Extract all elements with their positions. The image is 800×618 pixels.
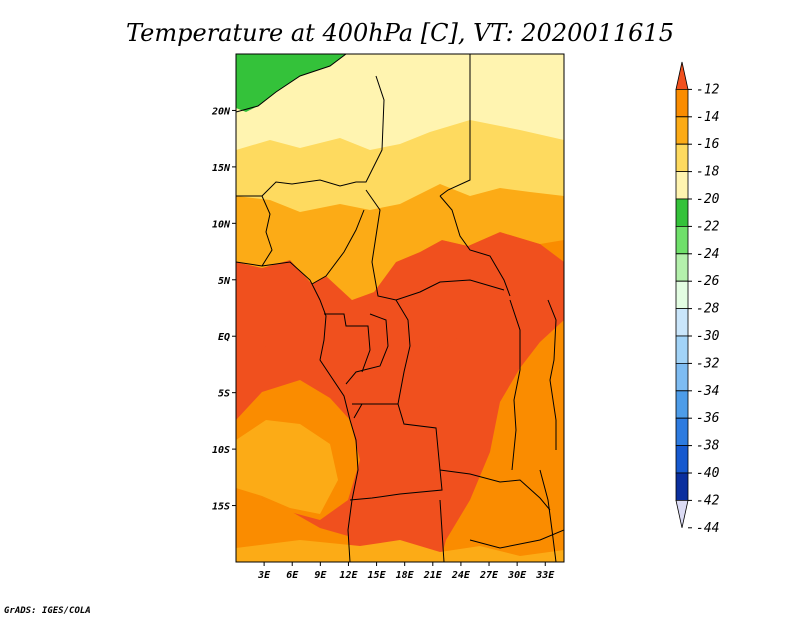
x-axis: 3E 6E 9E 12E 15E 18E 21E 24E 27E 30E 33E — [257, 562, 555, 581]
x-tick-label: 15E — [368, 570, 387, 581]
border-gabon — [324, 313, 371, 373]
colorbar-swatch — [675, 500, 689, 528]
x-tick-label: 30E — [507, 570, 527, 581]
colorbar-label: -20 — [696, 192, 720, 207]
border-namibia — [439, 499, 445, 562]
border-libya-egypt — [439, 54, 471, 197]
country-borders — [236, 54, 564, 562]
colorbar-swatch — [675, 445, 689, 474]
border-sudan — [439, 195, 511, 297]
grads-credit: GrADS: IGES/COLA — [4, 606, 91, 616]
map-panel — [235, 53, 565, 563]
colorbar-swatch — [675, 226, 689, 255]
field-south-band — [236, 540, 564, 562]
colorbar-label: -18 — [696, 165, 720, 180]
colorbar-swatch — [675, 472, 689, 501]
plot-frame — [235, 53, 565, 563]
border-nigeria — [236, 195, 273, 267]
border-mozambique — [539, 469, 557, 562]
field-hotspot — [416, 312, 458, 348]
y-tick-label: 10N — [212, 219, 231, 230]
chart-title: Temperature at 400hPa [C], VT: 202001161… — [126, 19, 674, 47]
colorbar: -12 -14 -16 -18 -20 -22 -24 -26 -28 -30 -32 -34 -36 -… — [675, 61, 720, 536]
colorbar-label: -30 — [696, 329, 720, 344]
colorbar-label: -32 — [696, 356, 720, 371]
x-tick-label: 18E — [396, 570, 415, 581]
colorbar-label: -44 — [696, 521, 719, 536]
border-chad — [261, 75, 385, 197]
field-northwest-green — [236, 54, 346, 112]
colorbar-swatch — [675, 335, 689, 364]
colorbar-swatch — [675, 363, 689, 392]
y-tick-label: 15S — [212, 502, 230, 513]
temperature-field — [236, 54, 564, 562]
colorbar-swatch — [675, 171, 689, 200]
field-southwest-lobe — [236, 420, 338, 514]
y-tick-label: 10S — [212, 445, 230, 456]
colorbar-label: -38 — [696, 439, 720, 454]
x-tick-label: 12E — [339, 570, 358, 581]
x-tick-label: 6E — [286, 570, 299, 581]
colorbar-swatch — [675, 143, 689, 172]
colorbar-label: -16 — [696, 137, 720, 152]
colorbar-label: -24 — [696, 247, 719, 262]
border-drc-east — [509, 299, 521, 471]
y-tick-label: EQ — [218, 332, 230, 343]
border-cameroon — [311, 209, 365, 285]
x-tick-label: 27E — [479, 570, 499, 581]
field-sahara — [236, 54, 564, 150]
colorbar-swatch — [675, 390, 689, 419]
colorbar-label: -34 — [696, 384, 719, 399]
x-tick-label: 33E — [535, 570, 555, 581]
colorbar-label: -42 — [696, 493, 720, 508]
x-tick-label: 3E — [257, 570, 271, 581]
border-zambia — [439, 469, 551, 511]
border-south-africa — [469, 529, 564, 549]
y-tick-label: 15N — [212, 163, 231, 174]
colorbar-swatch — [675, 417, 689, 446]
colorbar-swatch — [675, 116, 689, 145]
border-east-coast — [547, 299, 557, 450]
border-car — [365, 189, 505, 301]
x-tick-label: 9E — [314, 570, 327, 581]
x-tick-label: 24E — [451, 570, 471, 581]
coastline-west — [236, 261, 359, 562]
colorbar-label: -28 — [696, 302, 720, 317]
y-axis: 20N 15N 10N 5N EQ 5S 10S 15S — [211, 106, 236, 513]
colorbar-label: -26 — [696, 274, 720, 289]
colorbar-swatch — [675, 89, 689, 118]
colorbar-label: -14 — [696, 110, 719, 125]
x-tick-label: 21E — [423, 570, 443, 581]
colorbar-swatch — [675, 61, 689, 90]
colorbar-swatch — [675, 198, 689, 227]
colorbar-label: -12 — [696, 82, 720, 97]
border-congo — [345, 313, 389, 385]
colorbar-swatch — [675, 253, 689, 282]
field-hotspot-west — [236, 336, 266, 356]
colorbar-swatch — [675, 280, 689, 309]
colorbar-label: -22 — [696, 219, 720, 234]
colorbar-swatch — [675, 308, 689, 337]
colorbar-label: -36 — [696, 411, 720, 426]
border-north — [236, 54, 347, 113]
colorbar-label: -40 — [696, 466, 720, 481]
y-tick-label: 5N — [218, 276, 231, 287]
y-tick-label: 20N — [211, 106, 231, 117]
y-tick-label: 5S — [218, 389, 230, 400]
